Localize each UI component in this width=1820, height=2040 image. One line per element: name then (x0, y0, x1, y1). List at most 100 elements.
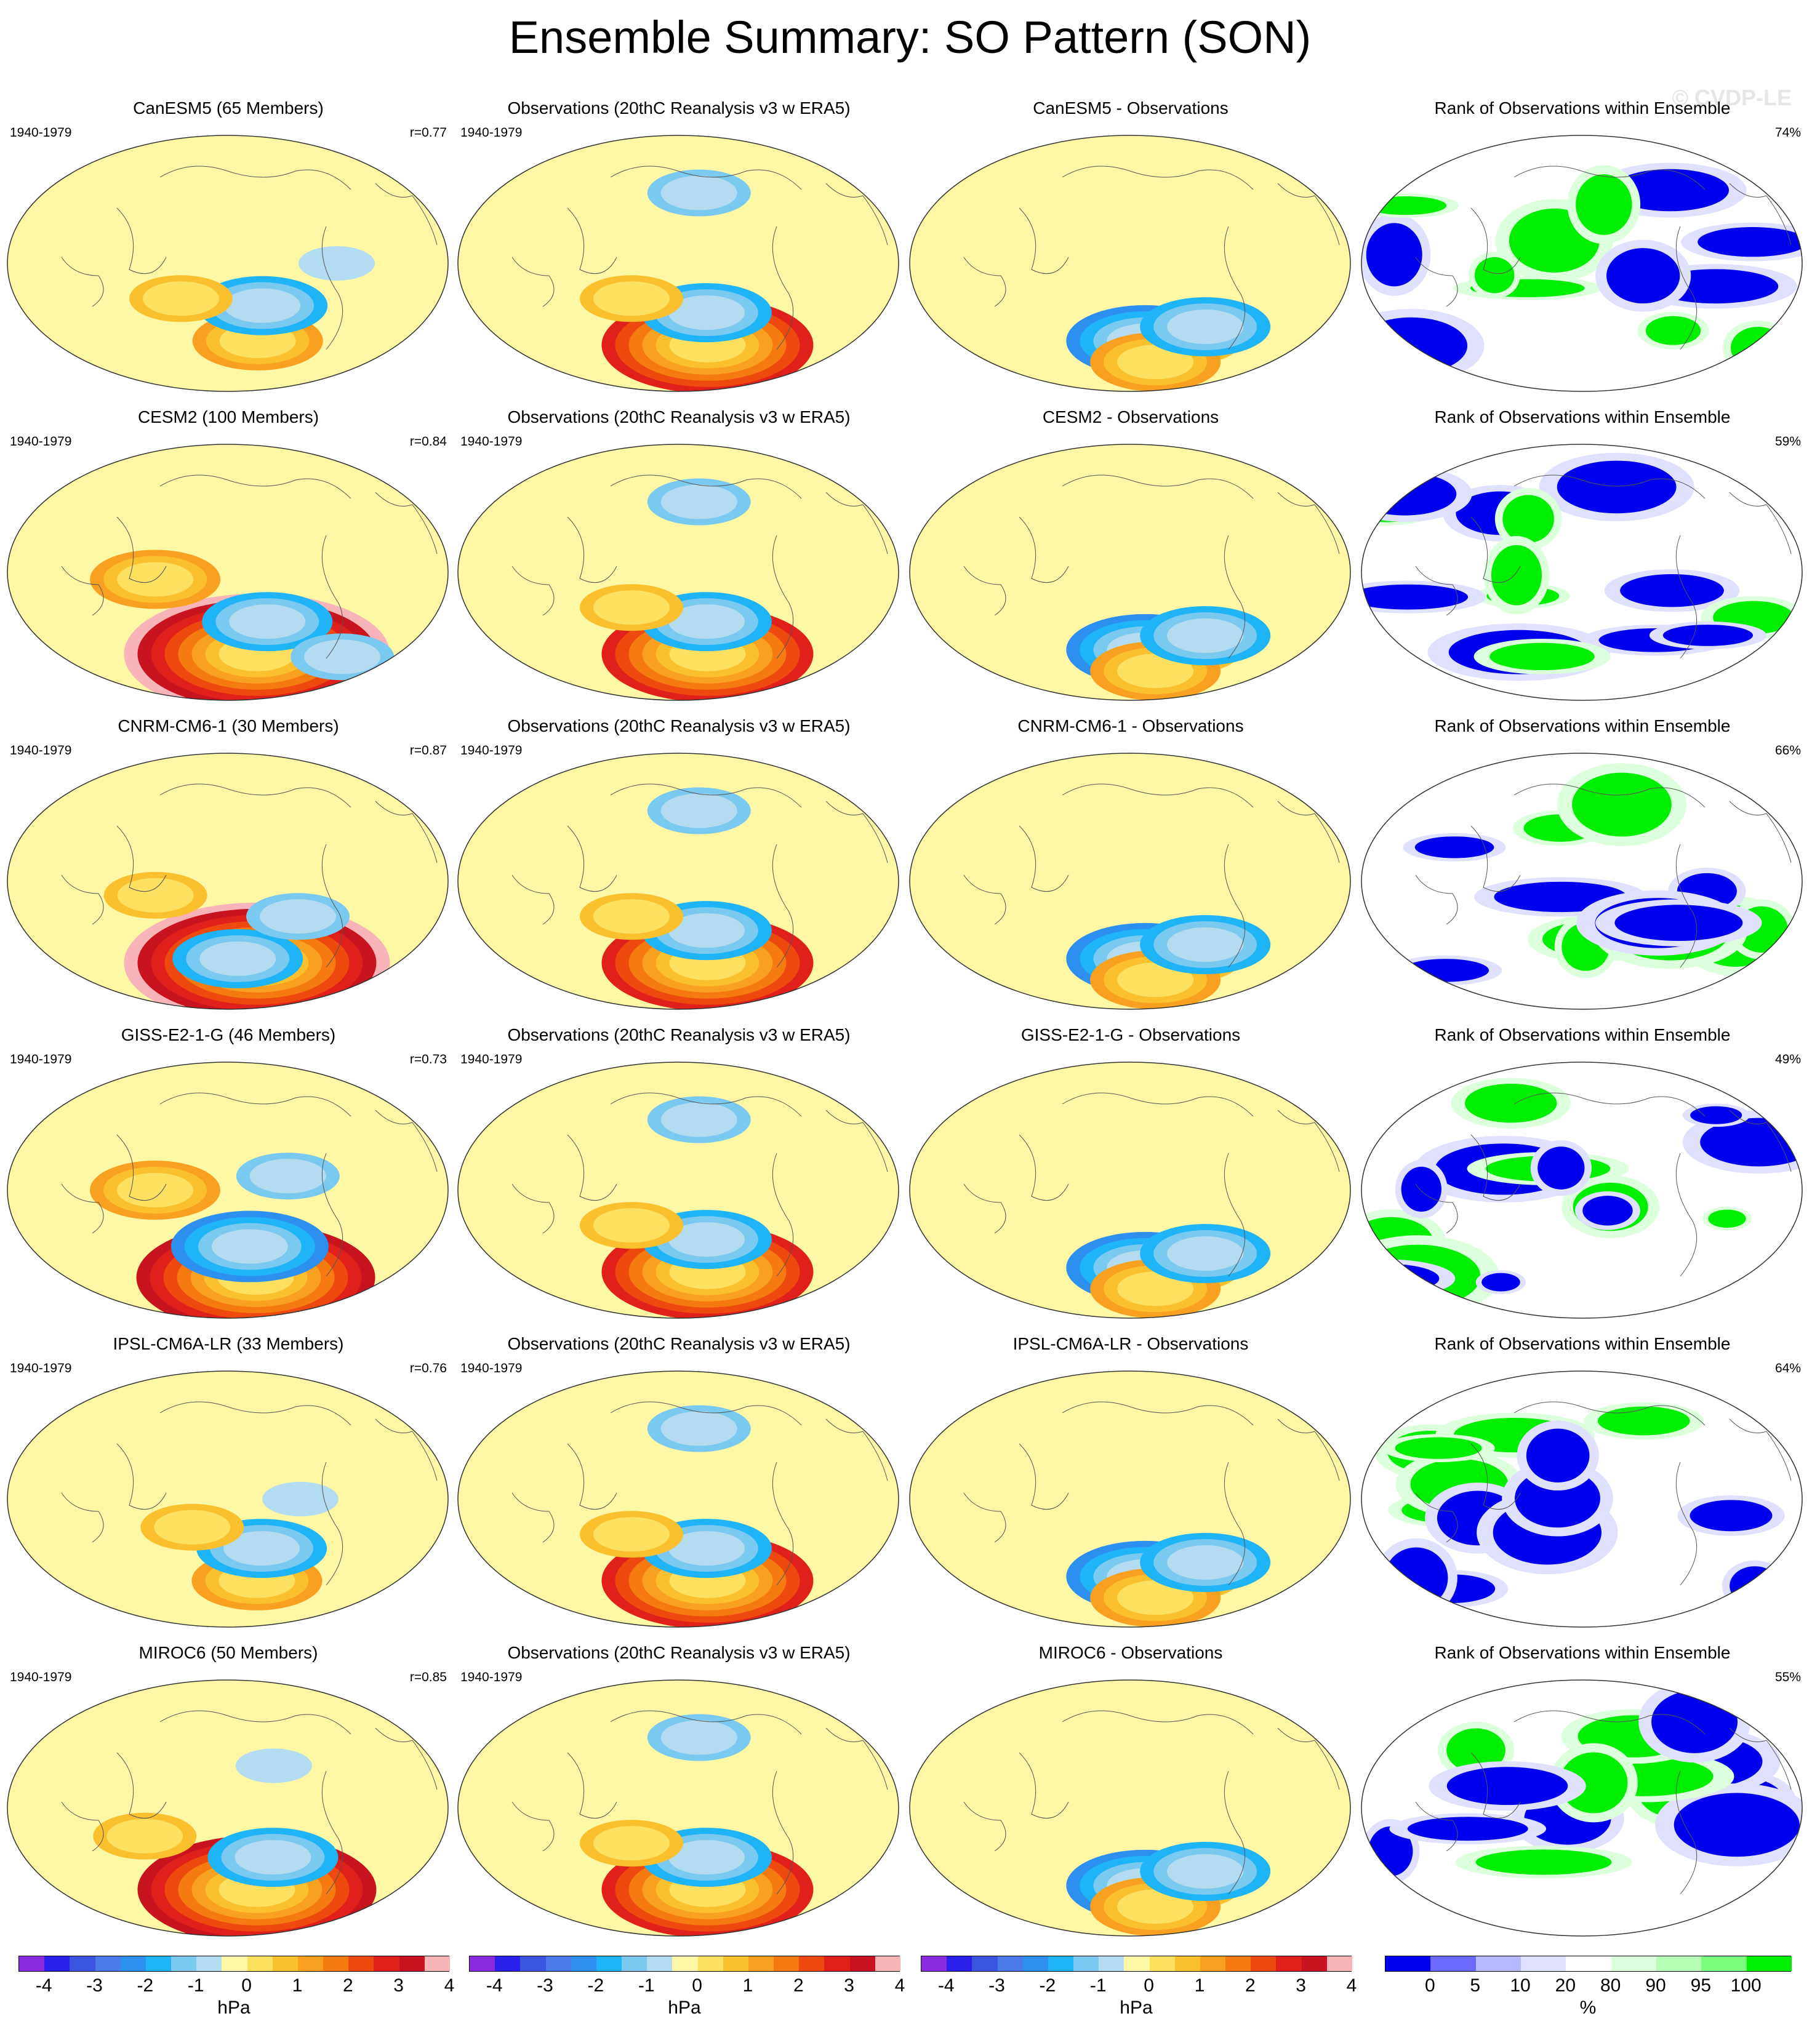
rank-blob (1557, 460, 1677, 514)
colorbar-tick-label: 10 (1510, 1975, 1531, 1996)
rank-blob (1537, 1146, 1585, 1190)
anomaly-contour-3-2 (1167, 927, 1244, 962)
anomaly-contour-2-2 (1117, 1271, 1194, 1306)
colorbar-segment (44, 1956, 70, 1971)
panel-title: Observations (20thC Reanalysis v3 w ERA5… (507, 716, 851, 735)
panel-period: 1940-1979 (10, 1361, 72, 1375)
coastline-3 (1415, 257, 1458, 307)
panel-title: CanESM5 (65 Members) (133, 98, 324, 118)
diff-panel-4: IPSL-CM6A-LR - Observations (908, 1334, 1353, 1633)
colorbar-segment (921, 1956, 947, 1971)
map-outline (909, 1370, 1351, 1628)
map-outline (457, 1370, 899, 1628)
coastline-4 (1277, 183, 1340, 246)
rank-blob (1597, 1406, 1690, 1436)
anomaly-contour-1-2 (235, 1840, 311, 1875)
global-map (7, 135, 449, 392)
panel-title: Rank of Observations within Ensemble (1434, 1025, 1731, 1044)
coastline-3 (61, 566, 104, 616)
colorbar-segment (1048, 1956, 1074, 1971)
colorbar-segment (470, 1956, 495, 1971)
panel-title: CNRM-CM6-1 (30 Members) (118, 716, 339, 735)
coastline-1 (321, 1770, 343, 1895)
page-title: Ensemble Summary: SO Pattern (SON) (508, 12, 1312, 63)
colorbar-segment (545, 1956, 572, 1971)
map-outline (457, 753, 899, 1010)
anomaly-contour-3-0 (262, 1482, 339, 1516)
coastline-4 (375, 183, 438, 246)
panel-title: Observations (20thC Reanalysis v3 w ERA5… (507, 1643, 851, 1662)
coastline-3 (61, 1183, 104, 1234)
colorbar-strip (18, 1956, 451, 1972)
panel-title: Rank of Observations within Ensemble (1434, 1334, 1731, 1353)
coastline-0 (610, 1092, 802, 1117)
coastline-0 (159, 1092, 351, 1117)
map-outline (909, 1679, 1351, 1937)
coastline-3 (511, 257, 555, 307)
panel-title: GISS-E2-1-G (46 Members) (121, 1025, 336, 1044)
rank-blob (1395, 1437, 1482, 1459)
coastline-0 (1513, 474, 1706, 499)
colorbar-segment (947, 1956, 972, 1971)
colorbar-segment (95, 1956, 121, 1971)
colorbar-tick-label: 0 (692, 1975, 702, 1996)
coastline-3 (963, 1183, 1006, 1234)
map-outline (909, 444, 1351, 701)
rank-panel-5: Rank of Observations within Ensemble 55% (1360, 1643, 1805, 1942)
coastline-2 (1019, 825, 1069, 892)
coastline-4 (1729, 1418, 1792, 1481)
anomaly-contour-1-2 (223, 1531, 300, 1566)
colorbar-segment (1276, 1956, 1302, 1971)
global-map (457, 753, 899, 1010)
rank-percent: 49% (1774, 1052, 1801, 1066)
coastline-2 (1470, 207, 1521, 274)
rank-blob (1489, 642, 1595, 671)
coastline-0 (1062, 783, 1254, 808)
coastline-2 (1470, 516, 1521, 583)
anomaly-contour-2-1 (154, 1510, 231, 1545)
coastline-0 (1513, 1710, 1706, 1735)
colorbar-tick-label: -2 (587, 1975, 604, 1996)
coastline-0 (1062, 1092, 1254, 1117)
colorbar-segment (1701, 1956, 1747, 1971)
colorbar-segment (1022, 1956, 1049, 1971)
panel-period: 1940-1979 (460, 743, 523, 758)
anomaly-contour-2-1 (142, 281, 219, 316)
panel-title: Rank of Observations within Ensemble (1434, 407, 1731, 426)
panel-title: IPSL-CM6A-LR - Observations (1012, 1334, 1249, 1353)
anomaly-contour-1-2 (229, 604, 306, 639)
rank-panel-3: Rank of Observations within Ensemble 49% (1360, 1025, 1805, 1324)
pattern-correlation: r=0.73 (409, 1052, 447, 1066)
map-outline (457, 135, 899, 392)
colorbar-strip (921, 1956, 1353, 1972)
colorbar-segment (272, 1956, 299, 1971)
coastline-0 (1513, 1401, 1706, 1426)
anomaly-contour-3-1 (660, 1102, 737, 1137)
panel-period: 1940-1979 (460, 1670, 523, 1684)
map-outline (457, 1679, 899, 1937)
rank-blob (1366, 223, 1422, 287)
colorbar-tick-label: 1 (1194, 1975, 1205, 1996)
obs-panel-0: Observations (20thC Reanalysis v3 w ERA5… (457, 98, 901, 397)
panel-title: Rank of Observations within Ensemble (1434, 98, 1731, 118)
colorbar-tick-label: 1 (742, 1975, 753, 1996)
colorbar-strip (469, 1956, 901, 1972)
coastline-1 (1675, 844, 1698, 968)
coastline-4 (375, 1418, 438, 1481)
colorbar-segment (374, 1956, 400, 1971)
anomaly-contour-1-2 (668, 1531, 745, 1566)
colorbar-tick-label: 0 (241, 1975, 252, 1996)
colorbar-segment (348, 1956, 374, 1971)
rank-blob (1620, 574, 1724, 607)
panel-title: Rank of Observations within Ensemble (1434, 1643, 1731, 1662)
coastline-1 (321, 535, 343, 659)
coastline-0 (1513, 783, 1706, 808)
panel-period: 1940-1979 (10, 1670, 72, 1684)
coastline-1 (772, 535, 794, 659)
colorbar-segment (748, 1956, 774, 1971)
colorbar-segment (1475, 1956, 1521, 1971)
global-map (7, 1370, 449, 1628)
colorbar-tick-label: -4 (937, 1975, 955, 1996)
panel-period: 1940-1979 (460, 434, 523, 449)
anomaly-contour-3-1 (660, 793, 737, 828)
